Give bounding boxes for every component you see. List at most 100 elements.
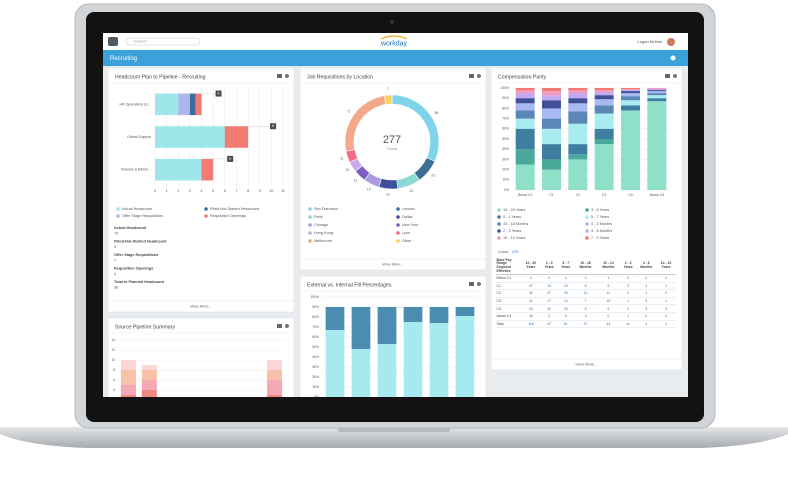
x-tick-label: 8	[247, 189, 249, 193]
legend-label: Chicago	[314, 223, 328, 227]
bar-segment	[201, 158, 214, 181]
legend-swatch	[308, 239, 312, 243]
table-row: C1 37 13 13 6 6 3 1 1	[496, 282, 676, 291]
bar-segment	[542, 91, 561, 96]
legend-swatch	[585, 236, 589, 240]
bar-segment	[429, 323, 449, 397]
row-label: Below C1	[496, 274, 521, 283]
bar-segment	[594, 105, 614, 114]
page-title: Recruiting	[110, 56, 137, 62]
legend-label: Melbourne	[314, 239, 332, 243]
bar-segment	[621, 105, 640, 111]
y-tick-label: 40%	[312, 355, 319, 359]
table-cell: 43	[521, 304, 541, 313]
panel-gear-icon[interactable]	[285, 74, 289, 78]
bar-segment	[621, 100, 640, 106]
legend-label: 2 - 3 Years	[503, 229, 521, 233]
table-cell: 0	[596, 312, 620, 321]
bar-segment	[542, 169, 561, 190]
legend-swatch	[497, 222, 501, 226]
legend-swatch	[585, 222, 589, 226]
bar-segment	[155, 158, 202, 181]
legend-swatch	[396, 239, 400, 243]
logo-arc	[380, 35, 408, 40]
panel-filter-icon[interactable]	[665, 74, 670, 78]
segment-label: 88	[435, 111, 439, 115]
row-label: C4	[496, 304, 521, 313]
bar-segment	[542, 144, 561, 160]
legend-label: 10 - 20 Years	[503, 208, 525, 212]
y-tick-label: 50%	[502, 137, 509, 141]
table-cell: 21	[521, 297, 541, 306]
table-cell: 0	[540, 274, 558, 283]
y-tick-label: 20%	[312, 375, 319, 379]
user-name[interactable]: Logan McNeil	[638, 39, 663, 44]
legend-swatch	[116, 207, 120, 211]
x-tick-label: 9	[259, 189, 261, 193]
y-tick-label: 70%	[502, 116, 509, 120]
total-box	[270, 123, 277, 130]
panel-gear-icon[interactable]	[285, 324, 289, 328]
panel: Job Requisitions by Location View More...	[299, 67, 487, 271]
stat-label: Filled-Not-Started Headcount	[114, 240, 167, 244]
bar-segment	[325, 330, 345, 397]
table-cell: 51	[557, 320, 575, 329]
y-tick-label: 30%	[502, 157, 509, 161]
y-tick-label: 50%	[312, 345, 319, 349]
y-tick-label: 40%	[502, 147, 509, 151]
view-more[interactable]: View More...	[575, 362, 597, 367]
bar-segment	[594, 144, 614, 190]
y-tick-label: 60%	[502, 127, 509, 131]
table-cell: 3	[656, 304, 676, 313]
table-cell: 1	[636, 289, 657, 298]
table-cell: 1	[656, 297, 676, 306]
donut-segment	[378, 178, 399, 190]
bar-segment	[568, 93, 588, 99]
panel-filter-icon[interactable]	[277, 324, 282, 328]
legend-label: Filled-Not-Started Headcount	[210, 207, 260, 211]
bar-segment	[594, 113, 614, 129]
panel-filter-icon[interactable]	[469, 74, 474, 78]
legend-label: 4 - 6 Months	[591, 229, 612, 233]
panel-gear-icon[interactable]	[477, 282, 481, 286]
legend-swatch	[585, 215, 589, 219]
table-cell: 57	[540, 320, 558, 329]
bar-segment	[515, 164, 535, 190]
legend-label: Paris	[314, 215, 323, 219]
legend-swatch	[497, 215, 501, 219]
panel-gear-icon[interactable]	[477, 74, 481, 78]
top-bar	[103, 33, 688, 50]
home-button[interactable]	[108, 37, 118, 46]
legend-label: 3 - 5 Years	[591, 208, 609, 212]
bar-segment	[155, 126, 225, 148]
legend-swatch	[116, 214, 120, 218]
search-box[interactable]	[125, 37, 201, 46]
bar-segment	[568, 103, 588, 112]
panel-filter-icon[interactable]	[469, 282, 474, 286]
table-cell: 6	[574, 304, 597, 313]
table-cell: 13	[540, 282, 558, 291]
bar-segment	[568, 144, 588, 155]
view-more[interactable]: View More...	[190, 304, 212, 309]
settings-icon[interactable]	[670, 55, 676, 61]
bar-segment	[515, 149, 535, 165]
stat-value: 0	[114, 245, 116, 249]
table-cell: 1	[619, 297, 637, 306]
total-label: 4	[218, 92, 220, 96]
legend-label: Offer Stage Requisitions	[122, 214, 163, 218]
bar-segment	[455, 316, 475, 397]
donut-segment	[384, 94, 393, 105]
legend-label: 10 - 12 Years	[503, 236, 525, 240]
legend-swatch	[396, 215, 400, 219]
avatar[interactable]	[667, 38, 675, 46]
y-tick-label: 6	[113, 378, 115, 382]
table-header-row: Base Pay Range Segment Effective 10 - 20 …	[496, 258, 676, 275]
table-cell: 6	[596, 304, 620, 313]
view-more[interactable]: View More...	[382, 262, 404, 267]
y-tick-label: 12	[111, 348, 115, 352]
bar-segment	[621, 89, 640, 91]
panel-filter-icon[interactable]	[277, 74, 282, 78]
bar-segment	[542, 118, 561, 129]
panel-gear-icon[interactable]	[673, 74, 677, 78]
bar-segment	[515, 93, 535, 99]
